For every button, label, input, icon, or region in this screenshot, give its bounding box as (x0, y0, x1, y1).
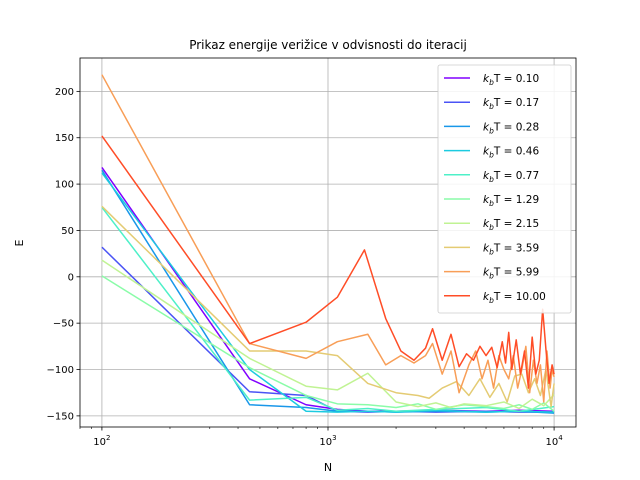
legend-k: k (483, 218, 490, 230)
legend-subscript: b (489, 247, 494, 256)
x-axis-title: N (324, 461, 332, 474)
series-lines (101, 74, 555, 414)
legend-value: T = 1.29 (493, 194, 539, 206)
legend-k: k (483, 170, 490, 182)
legend-k: k (483, 291, 490, 303)
legend-label: kbT = 0.77 (483, 170, 539, 184)
legend-subscript: b (489, 175, 494, 184)
legend-label: kbT = 0.28 (483, 121, 539, 135)
legend-subscript: b (489, 296, 494, 305)
legend-subscript: b (489, 199, 494, 208)
legend-label: kbT = 5.99 (483, 267, 539, 281)
legend-k: k (483, 73, 490, 85)
legend-value: T = 0.17 (493, 97, 539, 109)
legend-value: T = 0.10 (493, 73, 539, 85)
legend-subscript: b (489, 272, 494, 281)
legend-k: k (483, 194, 490, 206)
series-line-9 (101, 135, 555, 389)
x-tick-label: 104 (545, 434, 563, 448)
legend-value: T = 0.28 (493, 121, 539, 133)
x-tick-exponent: 2 (106, 434, 110, 442)
legend-label: kbT = 0.10 (483, 73, 539, 87)
x-tick-label: 102 (93, 434, 110, 448)
legend-subscript: b (489, 151, 494, 160)
legend-k: k (483, 242, 490, 254)
legend-value: T = 3.59 (493, 242, 539, 254)
y-tick-label: −100 (47, 365, 74, 376)
legend-label: kbT = 0.17 (483, 97, 539, 111)
legend-value: T = 0.46 (493, 146, 540, 158)
x-tick-base: 10 (545, 437, 558, 448)
legend-subscript: b (489, 223, 494, 232)
series-line-7 (101, 205, 555, 408)
legend-label: kbT = 2.15 (483, 218, 539, 232)
legend-label: kbT = 10.00 (483, 291, 546, 305)
series-line-8 (101, 74, 555, 403)
x-tick-base: 10 (319, 437, 332, 448)
legend-value: T = 2.15 (493, 218, 539, 230)
legend-value: T = 5.99 (493, 267, 539, 279)
x-tick-label: 103 (319, 434, 336, 448)
series-line-3 (101, 172, 555, 413)
legend-k: k (483, 121, 490, 133)
legend-value: T = 0.77 (493, 170, 539, 182)
legend-subscript: b (489, 78, 494, 87)
legend-label: kbT = 0.46 (483, 146, 539, 160)
legend-subscript: b (489, 102, 494, 111)
y-tick-label: 50 (61, 226, 74, 237)
y-tick-label: −50 (53, 319, 74, 330)
y-tick-label: −150 (47, 411, 74, 422)
chart-title: Prikaz energije verižice v odvisnosti do… (189, 38, 467, 52)
y-tick-label: 0 (68, 272, 74, 283)
series-line-6 (101, 259, 555, 410)
y-tick-label: 200 (55, 87, 74, 98)
y-axis-title: E (13, 239, 26, 246)
legend-value: T = 10.00 (493, 291, 546, 303)
x-tick-exponent: 4 (558, 434, 563, 442)
legend-label: kbT = 3.59 (483, 242, 539, 256)
legend-k: k (483, 146, 490, 158)
x-tick-base: 10 (93, 437, 106, 448)
legend-k: k (483, 97, 490, 109)
series-line-4 (101, 206, 555, 412)
y-tick-label: 100 (55, 180, 74, 191)
series-line-5 (101, 275, 555, 412)
legend-label: kbT = 1.29 (483, 194, 539, 208)
y-tick-label: 150 (55, 133, 74, 144)
legend-box (437, 64, 572, 314)
legend-k: k (483, 267, 490, 279)
legend-subscript: b (489, 126, 494, 135)
x-tick-exponent: 3 (332, 434, 336, 442)
